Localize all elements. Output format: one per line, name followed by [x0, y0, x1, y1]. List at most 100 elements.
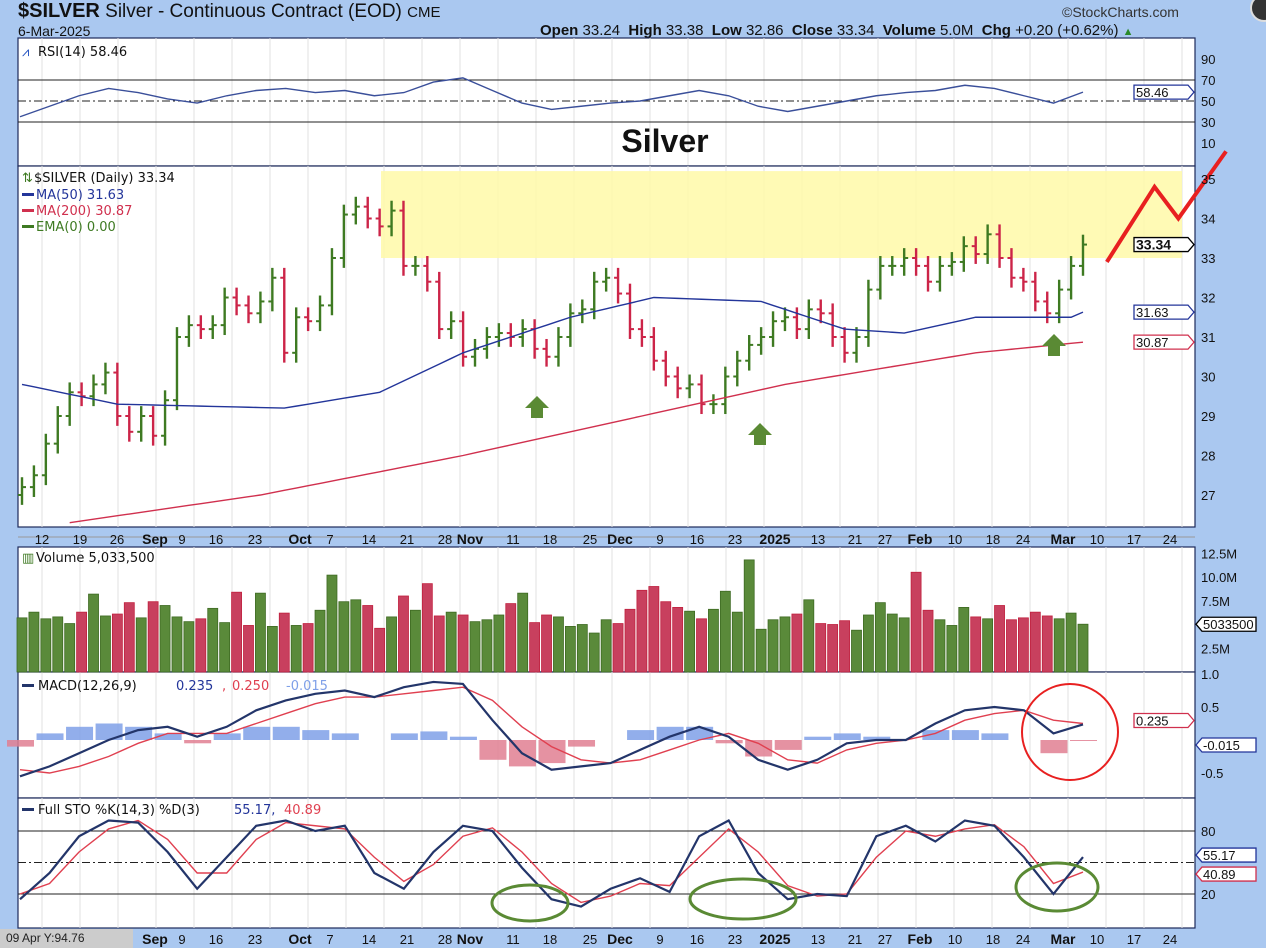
macd-histogram-bar — [449, 736, 477, 740]
volume-bar — [1017, 617, 1029, 673]
volume-bar — [851, 629, 862, 673]
volume-bar — [302, 623, 314, 673]
volume-value: 5.0M — [940, 22, 974, 39]
price-bar — [268, 267, 277, 312]
price-bar — [220, 287, 229, 336]
price-bar — [649, 327, 658, 371]
low-label: Low — [711, 22, 742, 39]
volume-bar — [1041, 615, 1053, 673]
volume-bar — [660, 601, 672, 673]
volume-bar — [290, 625, 302, 673]
macd-histogram-bar — [568, 740, 596, 747]
volume-last-tag-text: 5033500 — [1203, 617, 1254, 632]
macd-histogram-bar — [1070, 740, 1097, 741]
volume-bar — [553, 616, 564, 673]
price-bar — [316, 295, 325, 332]
rsi-tick: 70 — [1201, 73, 1215, 88]
price-bar — [339, 204, 348, 268]
open-label: Open — [540, 22, 579, 39]
macd-tick: 0.5 — [1201, 700, 1219, 715]
macd-histogram-bar — [804, 736, 832, 740]
price-bar — [53, 406, 62, 454]
price-bar — [900, 248, 909, 276]
price-bar — [876, 256, 885, 300]
price-bar — [554, 327, 563, 367]
x-tick-label: Feb — [908, 531, 933, 547]
price-bar — [292, 307, 301, 363]
stockcharts-credit[interactable]: ©StockCharts.com — [1062, 4, 1179, 20]
rsi-tick: 30 — [1201, 115, 1215, 130]
rsi-tick: 90 — [1201, 52, 1215, 67]
price-bar — [29, 465, 38, 497]
volume-bar — [52, 616, 64, 673]
price-last-tag: 33.34 — [1133, 237, 1195, 253]
price-bar — [256, 291, 265, 324]
legend-swatch — [22, 193, 34, 196]
x-tick-label: 13 — [811, 532, 825, 547]
volume-legend: Volume 5,033,500 — [36, 551, 155, 566]
volume-bar — [517, 592, 529, 673]
x-tick-label-bottom: 18 — [986, 932, 1000, 947]
sto-k-tag-box — [1195, 847, 1257, 863]
x-tick-label-bottom: Feb — [908, 931, 933, 947]
price-bar — [482, 327, 491, 359]
x-tick-label: 9 — [656, 532, 663, 547]
price-bar — [125, 406, 134, 442]
macd-histogram-bar — [302, 730, 330, 740]
volume-label: Volume — [882, 22, 936, 39]
volume-bar — [219, 622, 231, 673]
price-bar — [625, 283, 634, 339]
volume-bar — [541, 614, 552, 673]
macd-histogram-bar — [154, 733, 182, 740]
price-bar — [757, 327, 766, 355]
volume-bar — [839, 620, 850, 673]
sto-d-value: 40.89 — [284, 803, 321, 818]
volume-bar — [123, 602, 135, 673]
price-bar — [709, 394, 718, 415]
x-tick-label-bottom: Mar — [1051, 931, 1076, 947]
volume-bar — [922, 609, 934, 673]
price-bar — [89, 374, 98, 407]
volume-bar — [338, 601, 350, 673]
x-tick-label: 23 — [248, 532, 262, 547]
x-tick-label-bottom: 10 — [948, 932, 962, 947]
high-label: High — [628, 22, 662, 39]
x-tick-label-bottom: 16 — [690, 932, 704, 947]
x-tick-label: 21 — [848, 532, 862, 547]
price-bar — [840, 327, 849, 363]
price-bar — [137, 406, 146, 442]
info-icon[interactable] — [1250, 0, 1266, 22]
oversold-highlight-ellipse — [1014, 861, 1100, 913]
x-tick-label: Sep — [142, 531, 168, 547]
volume-bar — [183, 621, 195, 673]
price-bar — [733, 350, 742, 387]
x-tick-label-bottom: 14 — [362, 932, 376, 947]
x-tick-label-bottom: Oct — [288, 931, 312, 947]
volume-bar — [708, 608, 719, 673]
x-tick-label: 11 — [506, 532, 520, 547]
volume-bar — [243, 625, 254, 673]
macd-tick: 1.0 — [1201, 667, 1219, 682]
volume-bar — [326, 574, 338, 673]
x-tick-label-bottom: 24 — [1016, 932, 1030, 947]
price-bar — [447, 311, 456, 339]
macd-histogram-bar — [272, 726, 300, 740]
volume-bar — [684, 610, 695, 673]
macd-histogram-bar — [981, 733, 1009, 740]
price-bar — [912, 248, 921, 276]
volume-bar — [994, 605, 1005, 673]
volume-bar — [827, 624, 839, 673]
price-bar — [769, 311, 778, 347]
silver-annotation: Silver — [621, 123, 708, 159]
volume-bar — [195, 618, 207, 673]
x-tick-label: 12 — [35, 532, 49, 547]
price-bar — [351, 196, 360, 225]
volume-bar — [28, 611, 40, 673]
price-bar — [1019, 267, 1028, 292]
price-bar — [959, 236, 968, 272]
volume-tick: 2.5M — [1201, 641, 1230, 656]
macd-line — [19, 680, 1084, 778]
change-value: +0.20 (+0.62%) — [1015, 22, 1119, 39]
support-arrow-icon — [748, 423, 772, 445]
